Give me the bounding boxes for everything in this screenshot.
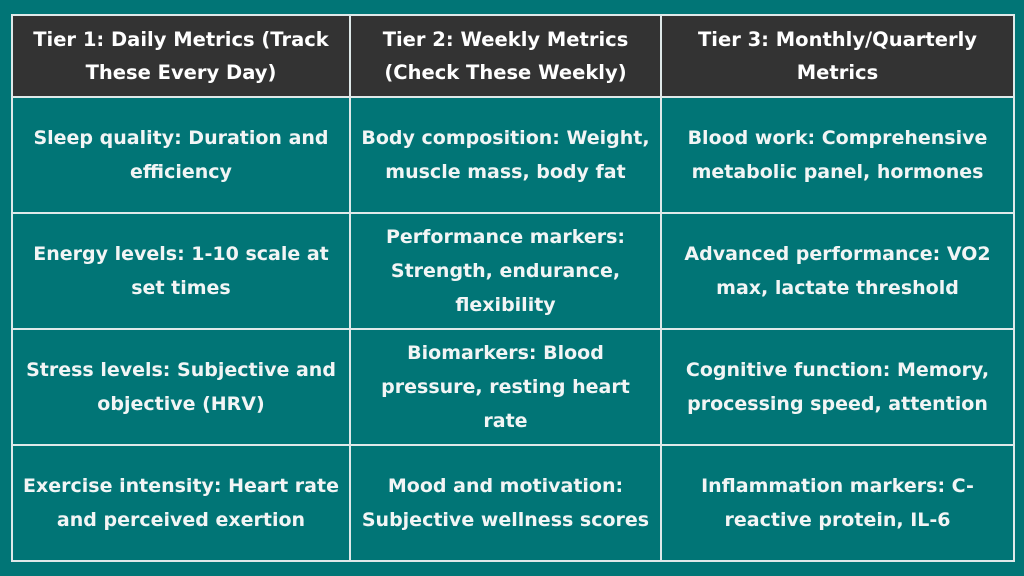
table-cell: Sleep quality: Duration and efficiency: [11, 96, 351, 214]
table-row: Stress levels: Subjective and objective …: [11, 328, 1015, 446]
table-cell: Biomarkers: Blood pressure, resting hear…: [349, 328, 662, 446]
table-cell: Body composition: Weight, muscle mass, b…: [349, 96, 662, 214]
table-row: Exercise intensity: Heart rate and perce…: [11, 444, 1015, 562]
header-tier-3: Tier 3: Monthly/Quarterly Metrics: [660, 14, 1015, 98]
table-cell: Cognitive function: Memory, processing s…: [660, 328, 1015, 446]
table-cell: Energy levels: 1-10 scale at set times: [11, 212, 351, 330]
table-cell: Exercise intensity: Heart rate and perce…: [11, 444, 351, 562]
metrics-tier-table: Tier 1: Daily Metrics (Track These Every…: [11, 14, 1015, 562]
table-cell: Performance markers: Strength, endurance…: [349, 212, 662, 330]
table-cell: Stress levels: Subjective and objective …: [11, 328, 351, 446]
table-cell: Mood and motivation: Subjective wellness…: [349, 444, 662, 562]
header-tier-2: Tier 2: Weekly Metrics (Check These Week…: [349, 14, 662, 98]
table-cell: Inflammation markers: C-reactive protein…: [660, 444, 1015, 562]
table-cell: Advanced performance: VO2 max, lactate t…: [660, 212, 1015, 330]
table-row: Energy levels: 1-10 scale at set times P…: [11, 212, 1015, 330]
header-row: Tier 1: Daily Metrics (Track These Every…: [11, 14, 1015, 98]
table-row: Sleep quality: Duration and efficiency B…: [11, 96, 1015, 214]
table-cell: Blood work: Comprehensive metabolic pane…: [660, 96, 1015, 214]
header-tier-1: Tier 1: Daily Metrics (Track These Every…: [11, 14, 351, 98]
